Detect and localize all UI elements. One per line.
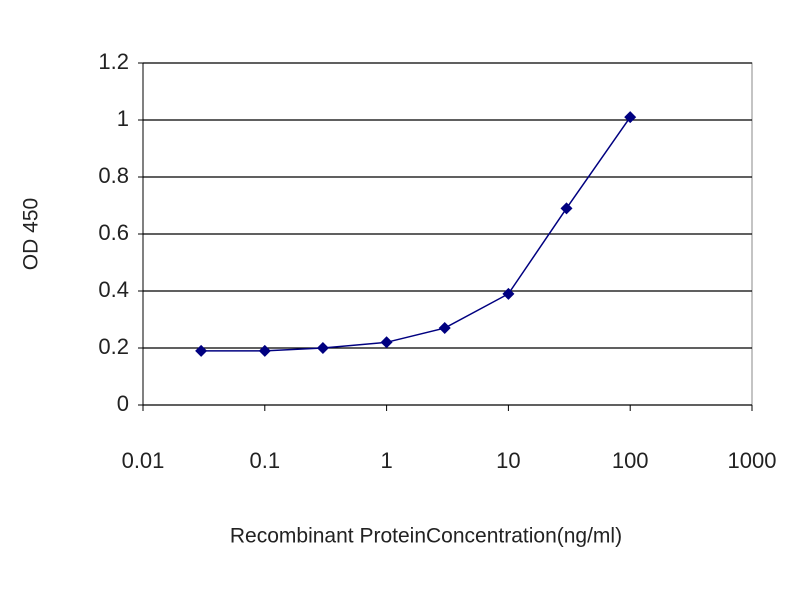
data-point	[560, 202, 573, 215]
y-tick-label: 1	[117, 106, 129, 131]
y-tick-label: 0.4	[98, 277, 129, 302]
data-point	[258, 344, 271, 357]
x-tick-label: 0.1	[250, 448, 281, 473]
data-line	[201, 116, 631, 352]
y-tick-label: 0	[117, 391, 129, 416]
x-tick-label: 0.01	[122, 448, 165, 473]
x-tick-label: 10	[496, 448, 520, 473]
x-tick-label: 1	[380, 448, 392, 473]
data-point	[195, 344, 208, 357]
data-point	[438, 322, 451, 335]
data-point	[380, 336, 393, 349]
y-tick-label: 1.2	[98, 49, 129, 74]
x-tick-label: 100	[612, 448, 649, 473]
data-point	[502, 287, 515, 300]
x-tick-label: 1000	[728, 448, 777, 473]
y-tick-label: 0.8	[98, 163, 129, 188]
y-tick-label: 0.6	[98, 220, 129, 245]
data-point	[624, 111, 637, 124]
y-tick-label: 0.2	[98, 334, 129, 359]
y-axis-label: OD 450	[20, 198, 43, 270]
data-point	[316, 342, 329, 354]
x-axis-label: Recombinant ProteinConcentration(ng/ml)	[230, 525, 622, 548]
